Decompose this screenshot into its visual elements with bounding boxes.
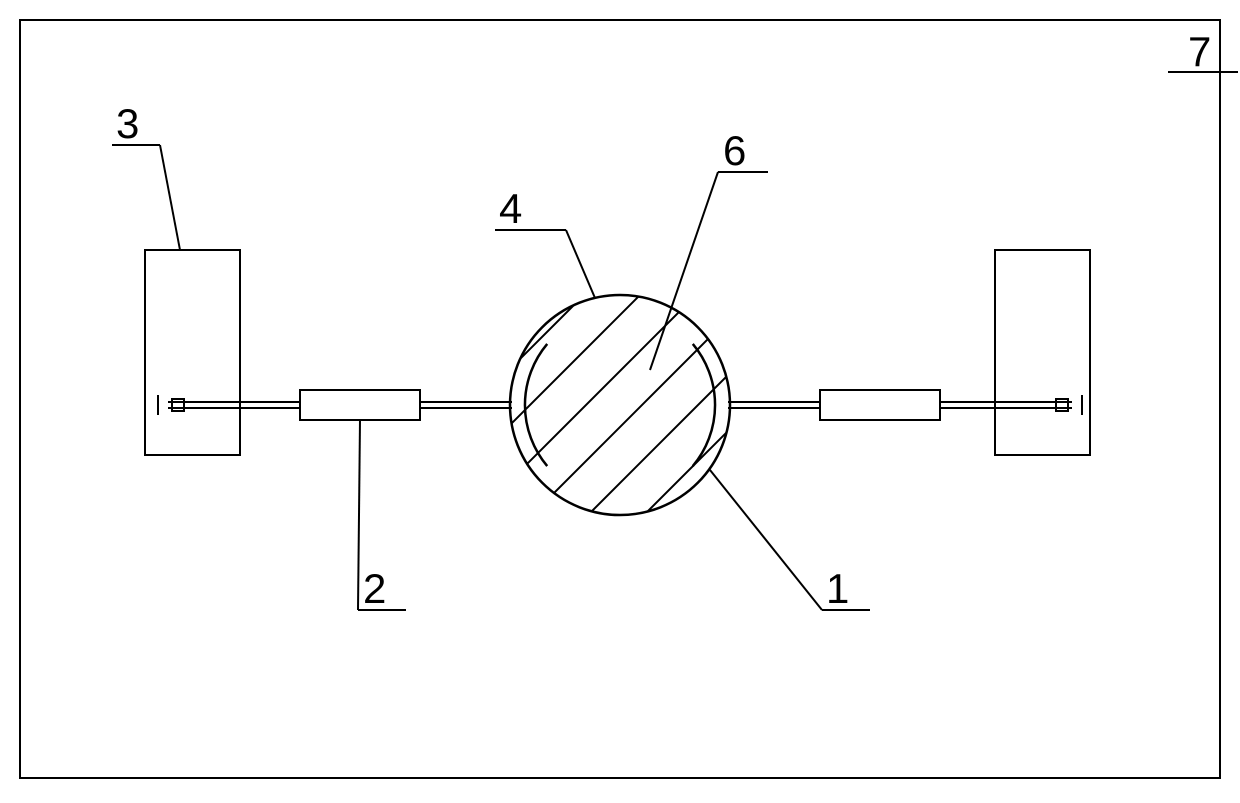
label-6: 6: [723, 127, 746, 175]
schematic-svg: [0, 0, 1240, 798]
circle-hatching: [422, 217, 858, 653]
label-3: 3: [116, 100, 139, 148]
right-end-cap: [1056, 395, 1082, 415]
left-piston: [300, 390, 420, 420]
left-block: [145, 250, 240, 455]
leader-lines: [112, 72, 1238, 610]
right-block: [995, 250, 1090, 455]
diagram-container: 1 2 3 4 6 7: [0, 0, 1240, 798]
label-2: 2: [363, 565, 386, 613]
label-1: 1: [826, 565, 849, 613]
left-end-cap: [158, 395, 184, 415]
label-7: 7: [1188, 28, 1211, 76]
label-4: 4: [499, 185, 522, 233]
right-piston: [820, 390, 940, 420]
outer-frame: [20, 20, 1220, 778]
